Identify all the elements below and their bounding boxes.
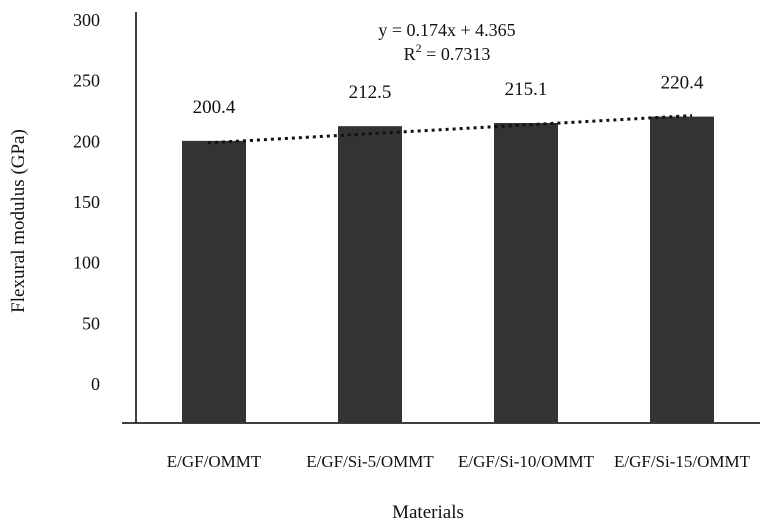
trendline — [207, 114, 693, 145]
bar-value-label: 215.1 — [505, 79, 548, 100]
r2-superscript: 2 — [416, 41, 422, 55]
y-axis-tick-labels: 0 50 100 150 200 250 300 — [73, 10, 100, 394]
bar-value-label: 220.4 — [661, 73, 704, 94]
y-tick-label: 300 — [73, 10, 100, 30]
y-tick-label: 250 — [73, 71, 100, 91]
y-tick-label: 0 — [91, 374, 100, 394]
category-label: E/GF/OMMT — [167, 452, 262, 471]
y-tick-label: 50 — [82, 313, 100, 333]
trendline-equation: y = 0.174x + 4.365 — [378, 20, 515, 40]
bar — [650, 116, 714, 424]
r2-value: = 0.7313 — [422, 44, 491, 64]
trendline-r-squared: R2 = 0.7313 — [404, 41, 491, 64]
category-label: E/GF/Si-10/OMMT — [458, 452, 595, 471]
y-tick-label: 200 — [73, 131, 100, 151]
category-label: E/GF/Si-15/OMMT — [614, 452, 751, 471]
category-labels: E/GF/OMMT E/GF/Si-5/OMMT E/GF/Si-10/OMMT E/… — [167, 452, 751, 471]
r2-prefix: R — [404, 44, 416, 64]
bar — [494, 123, 558, 424]
y-tick-label: 100 — [73, 253, 100, 273]
bar — [182, 140, 246, 423]
bar — [338, 126, 402, 424]
bar-value-label: 200.4 — [193, 97, 236, 118]
y-axis-title: Flexural modulus (GPa) — [8, 129, 29, 313]
bars — [182, 116, 714, 424]
data-labels: 200.4 212.5 215.1 220.4 — [193, 73, 704, 118]
x-axis-title: Materials — [392, 502, 464, 523]
y-tick-label: 150 — [73, 192, 100, 212]
category-label: E/GF/Si-5/OMMT — [306, 452, 434, 471]
bar-value-label: 212.5 — [349, 82, 392, 103]
